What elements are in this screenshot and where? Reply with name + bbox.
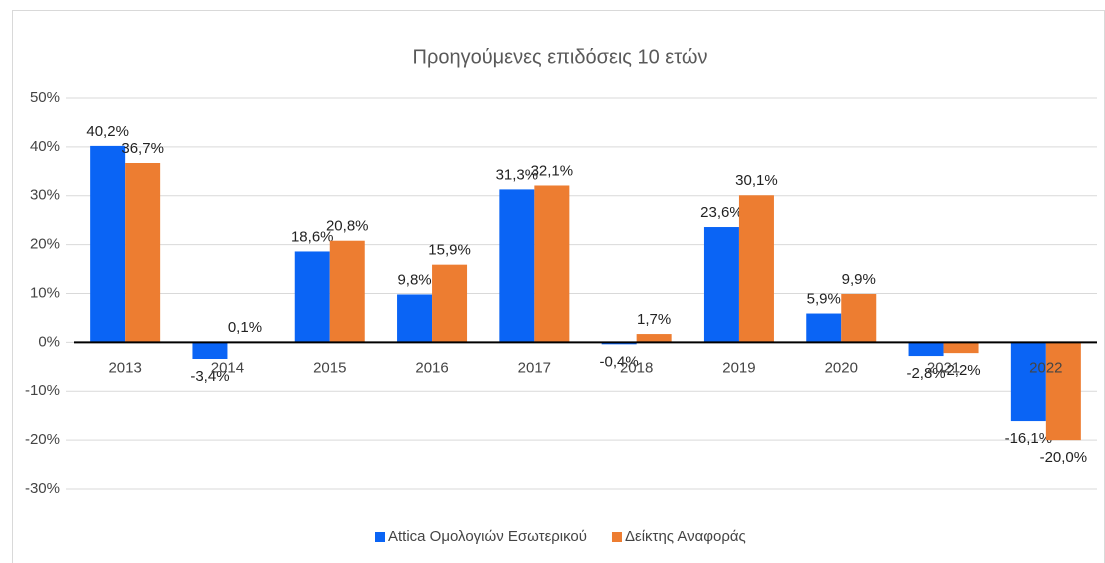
data-label: 23,6% [700,204,743,221]
y-tick-label: 50% [30,89,60,106]
data-label: 9,9% [842,271,876,288]
x-tick-label: 2016 [415,359,448,376]
x-tick-label: 2019 [722,359,755,376]
legend-label: Δείκτης Αναφοράς [625,528,746,545]
bar [806,313,842,343]
bar [90,145,126,343]
bar [841,293,877,343]
data-label: 1,7% [637,311,671,328]
x-tick-label: 2021 [927,359,960,376]
bar [397,294,433,343]
bar [499,189,535,343]
y-tick-label: -20% [25,431,60,448]
data-label: 0,1% [228,319,262,336]
bar [432,264,468,343]
x-tick-label: 2017 [518,359,551,376]
bar [1045,342,1081,441]
data-label: -2,8% [906,365,945,382]
data-label: -0,4% [600,353,639,370]
x-tick-label: 2013 [108,359,141,376]
data-label: 15,9% [428,242,471,259]
data-label: 31,3% [496,166,539,183]
bar [534,185,570,343]
data-label: 30,1% [735,172,778,189]
bar [329,240,365,343]
bar [703,227,739,343]
bar [738,195,774,343]
y-tick-label: 10% [30,284,60,301]
bar [943,342,979,354]
bar [125,163,161,343]
y-tick-label: 40% [30,138,60,155]
legend-label: Attica Ομολογιών Εσωτερικού [388,528,587,545]
data-label: 18,6% [291,228,334,245]
data-label: 40,2% [86,123,129,140]
data-label: -20,0% [1040,449,1088,466]
legend-swatch [375,532,385,542]
data-label: 20,8% [326,218,369,235]
bar [192,342,228,359]
bar [294,251,330,343]
data-label: 32,1% [531,162,574,179]
data-label: 5,9% [807,291,841,308]
data-label: -2,2% [941,362,980,379]
x-tick-label: 2022 [1029,359,1062,376]
data-label: -16,1% [1005,430,1053,447]
y-tick-label: 30% [30,187,60,204]
y-tick-label: -10% [25,382,60,399]
bar [1010,342,1046,422]
y-tick-label: 0% [38,333,60,350]
y-tick-label: 20% [30,236,60,253]
x-tick-label: 2014 [211,359,244,376]
x-tick-label: 2018 [620,359,653,376]
data-label: 9,8% [397,271,431,288]
data-label: -3,4% [190,368,229,385]
chart-title: Προηγούμενες επιδόσεις 10 ετών [413,46,708,68]
bar [636,334,672,343]
data-label: 36,7% [121,140,164,157]
x-tick-label: 2015 [313,359,346,376]
y-tick-label: -30% [25,480,60,497]
legend-swatch [611,532,622,542]
x-tick-label: 2020 [825,359,858,376]
bar [908,342,944,357]
